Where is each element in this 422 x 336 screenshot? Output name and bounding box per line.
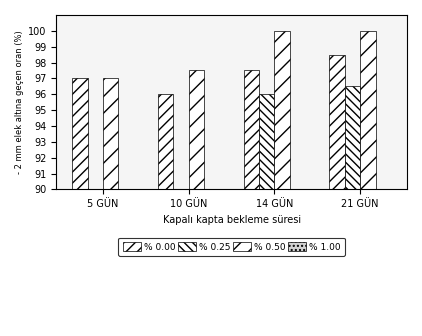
Bar bbox=[204, 190, 219, 277]
Bar bbox=[158, 94, 173, 190]
Legend: % 0.00, % 0.25, % 0.50, % 1.00: % 0.00, % 0.25, % 0.50, % 1.00 bbox=[118, 238, 345, 256]
Bar bbox=[189, 71, 204, 190]
Bar bbox=[173, 190, 189, 213]
Bar bbox=[103, 78, 119, 190]
Bar bbox=[360, 31, 376, 190]
Bar bbox=[259, 94, 274, 190]
Bar bbox=[72, 78, 88, 190]
X-axis label: Kapalı kapta bekleme süresi: Kapalı kapta bekleme süresi bbox=[162, 215, 301, 225]
Bar bbox=[119, 190, 134, 300]
Y-axis label: - 2 mm elek altına geçen oran (%): - 2 mm elek altına geçen oran (%) bbox=[15, 30, 24, 174]
Bar bbox=[243, 71, 259, 190]
Bar bbox=[88, 190, 103, 213]
Bar bbox=[274, 31, 290, 190]
Bar bbox=[345, 86, 360, 190]
Bar bbox=[376, 190, 391, 253]
Bar bbox=[329, 55, 345, 190]
Bar bbox=[290, 190, 306, 261]
